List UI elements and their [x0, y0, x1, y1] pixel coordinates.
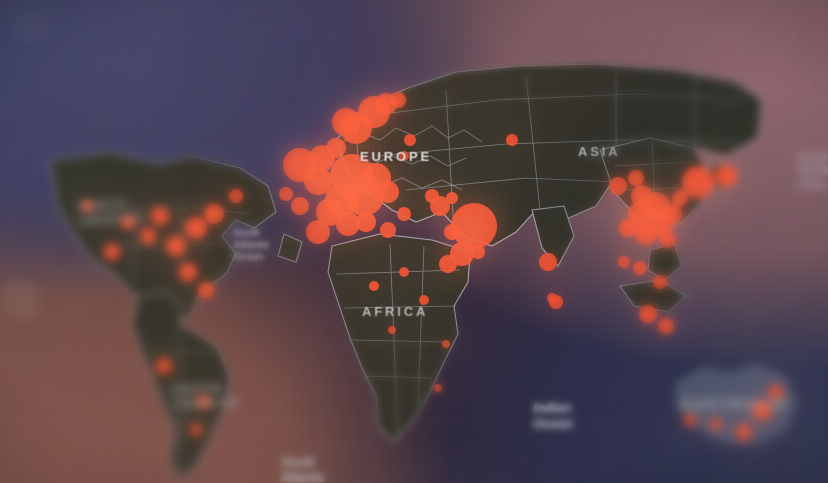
covid-map-screenshot: NORTH AMERICASOUTH AMERICAEUROPEAFRICAAS… — [0, 0, 828, 483]
screen-sheen — [0, 0, 828, 483]
photo-grain — [0, 0, 828, 483]
depth-blur-top — [0, 0, 828, 483]
vignette — [0, 0, 828, 483]
color-cast-overlay — [0, 0, 828, 483]
